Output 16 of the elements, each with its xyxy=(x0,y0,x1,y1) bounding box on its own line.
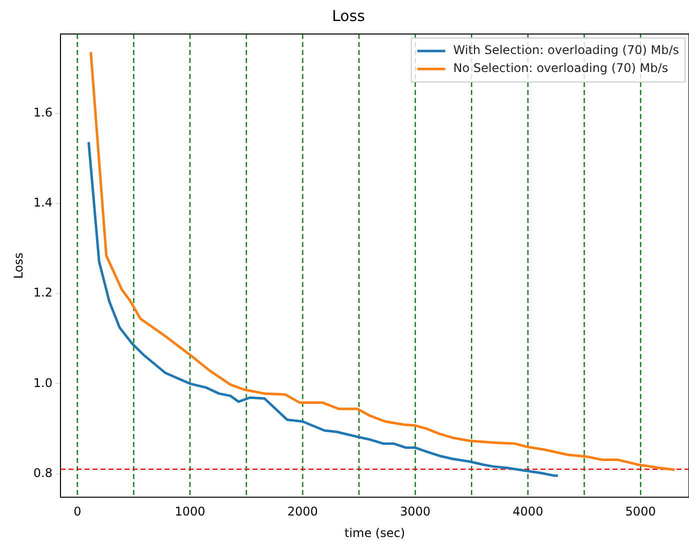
x-tick-label: 3000 xyxy=(400,504,431,519)
legend-label: With Selection: overloading (70) Mb/s xyxy=(453,43,680,58)
y-tick-label: 0.8 xyxy=(33,466,52,480)
y-tick-label: 1.2 xyxy=(33,286,52,300)
legend-label: No Selection: overloading (70) Mb/s xyxy=(453,61,668,76)
y-tick-label: 1.0 xyxy=(33,376,52,390)
x-tick-label: 2000 xyxy=(287,504,318,519)
y-tick-label: 1.6 xyxy=(33,105,52,120)
x-tick-label: 4000 xyxy=(512,504,544,519)
y-tick-label: 1.4 xyxy=(33,196,52,210)
x-tick-label: 5000 xyxy=(625,504,656,519)
x-axis-title: time (sec) xyxy=(344,526,406,540)
y-axis-title: Loss xyxy=(11,252,26,279)
x-tick-label: 1000 xyxy=(174,504,206,519)
x-tick-label: 0 xyxy=(74,504,82,519)
chart-title: Loss xyxy=(332,6,366,25)
